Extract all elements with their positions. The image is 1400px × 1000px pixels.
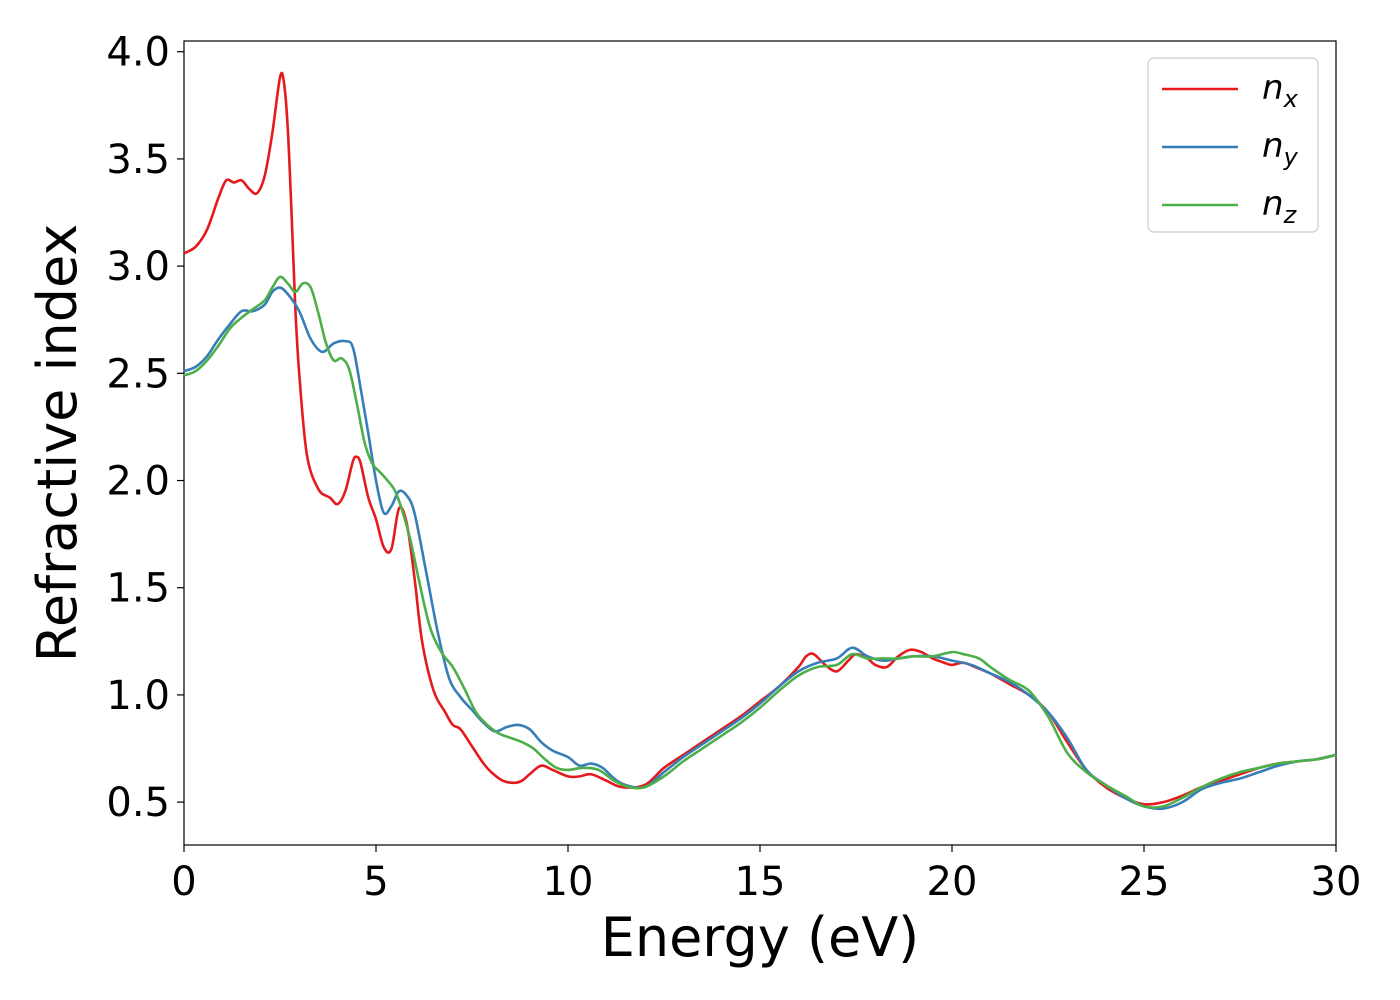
y-tick-label: 4.0 [106, 30, 170, 76]
y-axis: 0.5 1.0 1.5 2.0 2.5 3.0 3.5 4.0 [106, 30, 184, 826]
y-tick-label: 3.5 [106, 137, 170, 183]
y-axis-title: Refractive index [26, 224, 89, 663]
legend-label-ny: ny [1262, 126, 1299, 171]
y-tick-label: 1.0 [106, 673, 170, 719]
series-line-ny [183, 286, 1337, 811]
y-tick-label: 1.5 [106, 566, 170, 612]
series-layer [183, 71, 1337, 811]
y-tick-label: 2.0 [106, 459, 170, 505]
x-tick-label: 15 [735, 859, 786, 905]
x-tick-label: 30 [1311, 859, 1362, 905]
series-line-nz [183, 275, 1337, 809]
x-tick-label: 5 [363, 859, 388, 905]
x-axis: 0 5 10 15 20 25 30 [171, 845, 1361, 905]
y-tick-label: 2.5 [106, 351, 170, 397]
plot-area [183, 40, 1337, 846]
x-tick-label: 0 [171, 859, 196, 905]
y-tick-label: 3.0 [106, 244, 170, 290]
x-tick-label: 25 [1119, 859, 1170, 905]
x-tick-label: 20 [927, 859, 978, 905]
legend: nx ny nz [1147, 57, 1319, 233]
y-tick-label: 0.5 [106, 780, 170, 826]
legend-label-nz: nz [1262, 184, 1298, 229]
x-axis-title: Energy (eV) [601, 906, 920, 969]
legend-label-nx: nx [1262, 68, 1299, 113]
legend-box [1147, 57, 1319, 233]
x-tick-label: 10 [543, 859, 594, 905]
